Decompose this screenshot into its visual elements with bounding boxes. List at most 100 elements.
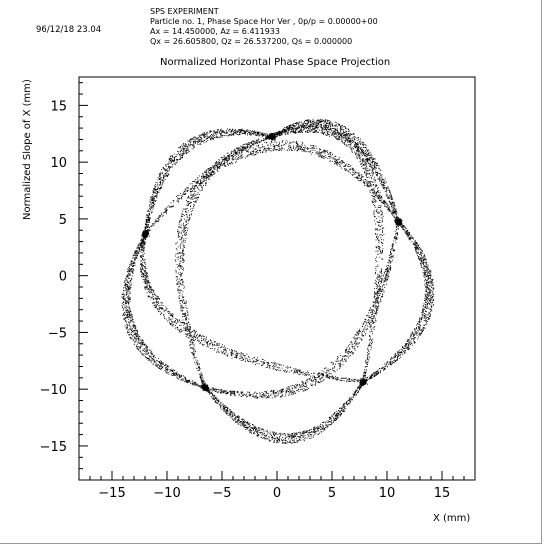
phase-point [128,289,129,291]
phase-point [337,416,338,418]
phase-point [129,280,131,282]
phase-point [165,367,166,369]
phase-point [358,147,360,148]
phase-point [366,151,368,153]
phase-point [396,216,398,218]
phase-point [427,314,429,316]
phase-point [246,427,247,428]
phase-point [140,338,142,340]
phase-point [203,142,205,144]
phase-point [237,421,239,423]
phase-point [342,133,344,135]
phase-point [343,407,345,408]
phase-point [341,129,343,131]
phase-point [124,305,126,307]
phase-point [220,401,222,403]
phase-point [365,145,367,146]
phase-point [292,437,294,438]
phase-point [203,135,205,137]
phase-point [375,164,377,166]
phase-point [368,379,370,381]
phase-point [152,199,153,201]
phase-point [371,375,373,377]
phase-point [145,230,147,232]
phase-point [227,135,229,137]
phase-point [430,281,432,282]
phase-point [339,410,341,412]
phase-point [333,419,335,421]
phase-point [199,136,201,138]
phase-point [323,428,325,430]
phase-point [424,300,425,301]
phase-point [368,173,370,175]
phase-point [381,213,383,215]
phase-point [379,173,381,175]
phase-point [181,146,183,148]
phase-point [158,367,160,369]
phase-point [415,250,416,252]
phase-point [324,422,326,423]
phase-point [311,126,313,128]
phase-point [342,409,344,411]
phase-point [334,412,335,414]
phase-point [125,288,127,290]
phase-point [318,121,320,123]
phase-point [375,232,376,234]
phase-point [419,333,421,335]
phase-point [128,273,130,275]
phase-point [197,136,199,138]
phase-point [154,198,156,200]
phase-point [131,257,133,259]
phase-point [128,278,130,279]
phase-point [429,298,431,300]
phase-point [394,354,396,356]
phase-point [212,137,213,139]
phase-point [347,402,349,404]
phase-point [273,441,274,443]
phase-point [429,288,431,290]
phase-point [307,123,309,124]
phase-point [264,133,265,135]
phase-point [133,330,135,332]
phase-point [184,147,186,149]
phase-point [149,356,151,358]
phase-point [380,169,382,171]
phase-point [298,437,300,439]
phase-point [160,365,162,366]
phase-point [147,215,149,216]
phase-point [183,153,185,155]
phase-point [299,433,301,435]
phase-point [404,231,406,233]
phase-point [300,435,302,436]
phase-point [160,360,162,362]
phase-point [383,233,385,235]
phase-point [181,155,183,157]
phase-point [137,333,139,335]
phase-point [429,318,431,320]
phase-point [426,282,427,284]
phase-point [172,370,174,372]
phase-point [150,207,152,209]
phase-point [138,250,140,252]
phase-point [240,132,242,134]
phase-point [365,165,367,167]
phase-point [360,140,362,142]
phase-point [428,312,430,314]
phase-point [252,131,254,133]
phase-point [369,151,371,153]
phase-point [425,304,427,306]
phase-point [315,126,317,128]
phase-point [331,129,333,131]
phase-point [137,336,139,338]
phase-point [182,147,184,149]
phase-point [126,283,127,285]
phase-point [149,214,151,216]
phase-point [281,130,283,132]
phase-point [128,319,130,321]
phase-point [150,209,151,211]
phase-point [407,348,409,350]
phase-point [421,329,423,331]
phase-point [428,268,429,270]
phase-point [339,411,341,413]
phase-point [421,250,423,252]
